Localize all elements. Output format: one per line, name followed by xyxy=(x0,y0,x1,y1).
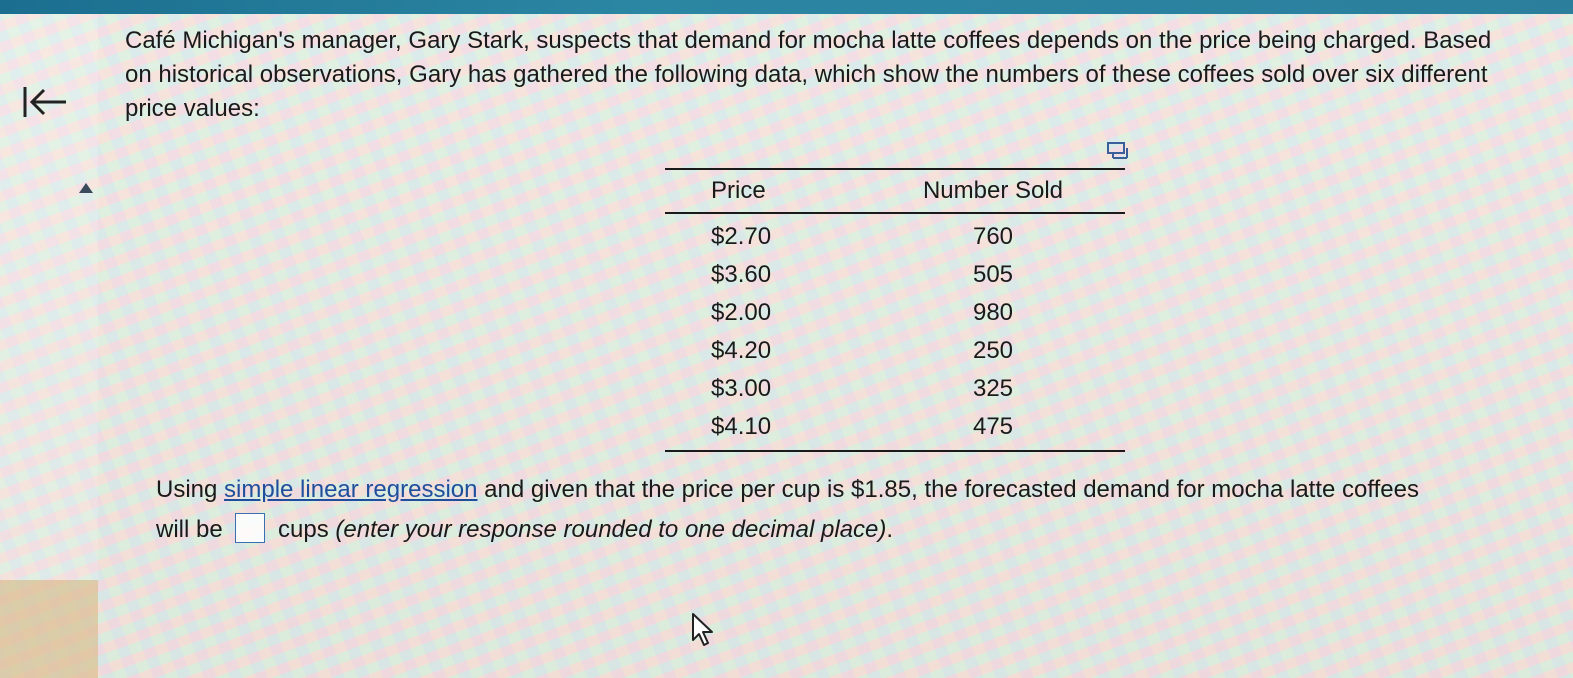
price-demand-table: Price Number Sold $2.70 760 $3.60 505 $2… xyxy=(665,168,1125,452)
prompt-text-middle: and given that the price per cup is $1.8… xyxy=(156,476,1419,543)
table-row: $3.00 325 xyxy=(665,370,1125,408)
table-row: $4.10 475 xyxy=(665,408,1125,452)
table-row: $2.00 980 xyxy=(665,294,1125,332)
forecast-answer-input[interactable] xyxy=(235,512,266,543)
top-bar xyxy=(0,0,1573,14)
number-sold-cell: 760 xyxy=(972,223,1014,250)
number-sold-cell: 505 xyxy=(972,261,1014,288)
number-sold-cell: 325 xyxy=(972,375,1014,402)
table-row: $4.20 250 xyxy=(665,332,1125,370)
question-text: Café Michigan's manager, Gary Stark, sus… xyxy=(125,27,1492,122)
number-sold-cell: 250 xyxy=(972,337,1014,364)
simple-linear-regression-link[interactable]: simple linear regression xyxy=(224,476,478,503)
number-sold-cell: 980 xyxy=(972,299,1014,326)
price-cell: $3.00 xyxy=(711,375,772,402)
collapse-caret-icon[interactable] xyxy=(78,181,94,193)
price-cell: $2.70 xyxy=(711,223,772,250)
table-row: $2.70 760 xyxy=(665,213,1125,256)
price-cell: $4.10 xyxy=(665,408,901,452)
answer-prompt: Using simple linear regression and given… xyxy=(156,470,1446,550)
left-gutter-panel xyxy=(0,580,98,678)
mouse-pointer-icon xyxy=(690,612,716,648)
number-sold-cell: 475 xyxy=(901,408,1125,452)
price-cell: $2.00 xyxy=(711,299,772,326)
left-gutter xyxy=(0,14,98,678)
table-header-row: Price Number Sold xyxy=(665,168,1125,214)
price-cell: $4.20 xyxy=(711,337,772,364)
price-column-header: Price xyxy=(665,168,901,214)
prompt-text-end: . xyxy=(886,516,894,543)
prompt-text-start: Using xyxy=(156,476,225,503)
price-cell: $3.60 xyxy=(711,261,772,288)
prompt-text-units: cups xyxy=(271,516,336,543)
back-to-start-arrow-icon[interactable] xyxy=(20,82,70,122)
table-row: $3.60 505 xyxy=(665,256,1125,294)
number-sold-column-header: Number Sold xyxy=(901,168,1125,214)
copy-data-icon[interactable] xyxy=(1105,140,1131,162)
rounding-instruction: (enter your response rounded to one deci… xyxy=(335,516,887,543)
